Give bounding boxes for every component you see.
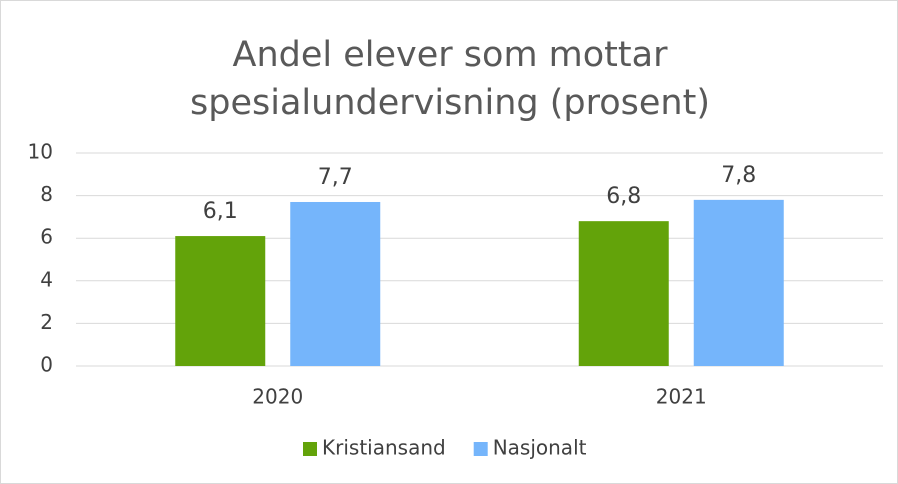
y-tick-label: 2: [40, 310, 53, 334]
legend-swatch: [303, 442, 317, 456]
data-label: 6,8: [606, 184, 641, 209]
legend-label: Nasjonalt: [493, 436, 587, 460]
chart-title: Andel elever som mottar spesialundervisn…: [190, 35, 710, 123]
data-label: 7,7: [318, 165, 353, 190]
legend-label: Kristiansand: [322, 436, 446, 460]
y-tick-label: 0: [40, 353, 53, 377]
y-tick-label: 4: [40, 267, 53, 291]
data-label: 6,1: [203, 199, 238, 224]
bar: [175, 236, 266, 366]
data-label: 7,8: [721, 163, 756, 188]
y-tick-label: 6: [40, 225, 53, 249]
y-tick-label: 10: [28, 140, 53, 164]
bar: [290, 201, 381, 366]
bar: [693, 199, 784, 366]
x-tick-label: 2020: [252, 385, 303, 409]
x-tick-label: 2021: [656, 385, 707, 409]
y-tick-label: 8: [40, 182, 53, 206]
bar: [578, 221, 669, 366]
legend-swatch: [473, 442, 488, 456]
